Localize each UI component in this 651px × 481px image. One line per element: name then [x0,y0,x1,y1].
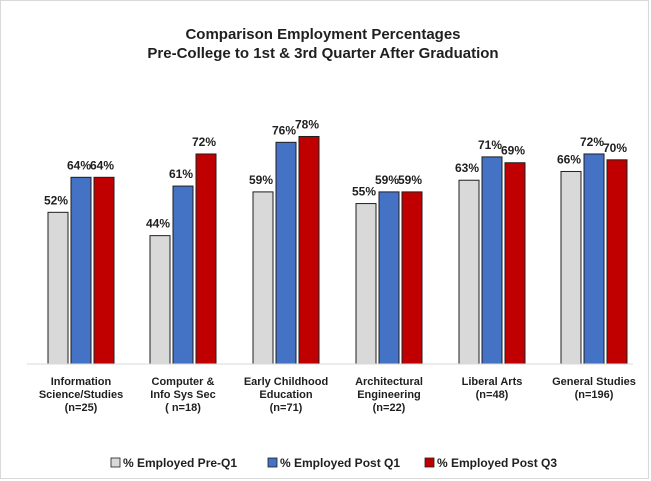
legend-item-2: % Employed Post Q1 [267,456,400,470]
legend-swatch-2 [267,457,278,468]
category-label-4-line-1: Architectural [355,376,423,388]
data-label-series1-cat6: 66% [557,152,581,166]
legend-swatch-3 [424,457,435,468]
category-label-3-line-2: Education [259,389,312,401]
bar-series3-cat2 [195,153,217,365]
bar-series2-cat5 [481,156,503,365]
legend-label-1: % Employed Pre-Q1 [123,456,237,470]
bar-series2-cat2 [172,185,194,365]
bar-series2-cat4 [378,191,400,365]
category-label-1-line-3: (n=25) [65,402,98,414]
data-label-series1-cat5: 63% [455,161,479,175]
bar-series1-cat6 [560,170,582,365]
bar-series2-cat6 [583,153,605,365]
chart-title: Comparison Employment Percentages Pre-Col… [147,26,498,62]
category-label-5-line-1: Liberal Arts [462,376,523,388]
chart-title-line-1: Comparison Employment Percentages [185,26,460,43]
data-label-series2-cat5: 71% [478,138,502,152]
legend-item-1: % Employed Pre-Q1 [110,456,237,470]
data-labels: 52%44%59%55%63%66%64%61%76%59%71% 72%64%7… [44,117,627,230]
category-label-1-line-1: Information [51,376,112,388]
bar-series1-cat4 [355,203,377,365]
legend: % Employed Pre-Q1 % Employed Post Q1 % Emp… [110,456,557,470]
data-label-series3-cat3: 78% [295,117,319,131]
plot-area [47,135,628,365]
bar-series3-cat4 [401,191,423,365]
data-label-series3-cat5: 69% [501,144,525,158]
data-label-series1-cat2: 44% [146,217,170,231]
data-label-series1-cat3: 59% [249,173,273,187]
category-label-2-line-3: ( n=18) [165,402,201,414]
category-label-6-line-1: General Studies [552,376,636,388]
data-label-series2-cat1: 64% [67,158,91,172]
category-label-5-line-2: (n=48) [476,389,509,401]
bar-series3-cat1 [93,176,115,365]
category-label-2-line-2: Info Sys Sec [150,389,215,401]
bar-series1-cat5 [458,179,480,365]
legend-swatch-1 [110,457,121,468]
legend-label-3: % Employed Post Q3 [437,456,557,470]
category-label-3-line-3: (n=71) [270,402,303,414]
data-label-series3-cat1: 64% [90,158,114,172]
chart-title-line-2: Pre-College to 1st & 3rd Quarter After G… [147,45,498,62]
category-label-3-line-1: Early Childhood [244,376,328,388]
data-label-series3-cat6: 70% [603,141,627,155]
category-label-1-line-2: Science/Studies [39,389,123,401]
bar-series1-cat1 [47,211,69,365]
bar-series2-cat3 [275,141,297,365]
data-label-series3-cat4: 59% [398,173,422,187]
bar-series3-cat3 [298,135,320,365]
category-label-6-line-2: (n=196) [575,389,614,401]
legend-item-3: % Employed Post Q3 [424,456,557,470]
bar-series1-cat3 [252,191,274,365]
bar-series3-cat6 [606,159,628,365]
data-label-series1-cat1: 52% [44,193,68,207]
bar-series3-cat5 [504,162,526,365]
bar-series2-cat1 [70,176,92,365]
category-label-2-line-1: Computer & [152,376,215,388]
data-label-series2-cat3: 76% [272,123,296,137]
category-label-4-line-2: Engineering [357,389,421,401]
bar-series1-cat2 [149,235,171,365]
legend-label-2: % Employed Post Q1 [280,456,400,470]
data-label-series2-cat2: 61% [169,167,193,181]
category-label-4-line-3: (n=22) [373,402,406,414]
data-label-series3-cat2: 72% [192,135,216,149]
data-label-series2-cat6: 72% [580,135,604,149]
data-label-series2-cat4: 59% [375,173,399,187]
data-label-series1-cat4: 55% [352,185,376,199]
